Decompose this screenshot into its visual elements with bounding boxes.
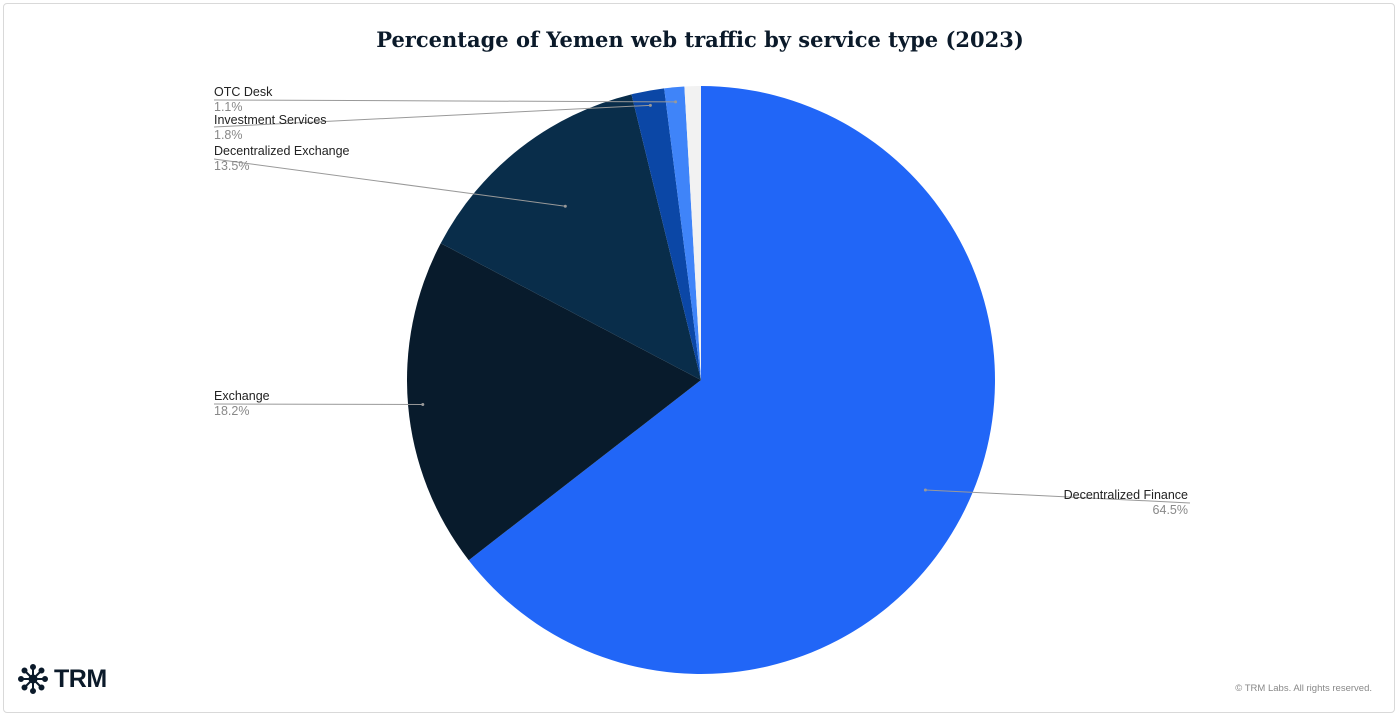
trm-logo-icon [18, 664, 48, 694]
leader-line-decentralized-finance [925, 489, 1191, 504]
leader-line-exchange [213, 403, 423, 406]
slice-label-decentralized-exchange: Decentralized Exchange [214, 144, 350, 158]
leader-line-investment-services [213, 104, 651, 128]
leader-dot-otc-desk [674, 100, 678, 104]
leader-line-otc-desk [213, 99, 676, 103]
slice-value-exchange: 18.2% [214, 404, 249, 418]
slice-investment-services [631, 88, 701, 381]
copyright: © TRM Labs. All rights reserved. [1235, 683, 1372, 694]
slice-exchange [407, 243, 701, 561]
slice-label-investment-services: Investment Services [214, 113, 327, 127]
leader-dot-investment-services [648, 103, 652, 107]
slice-otc-desk [664, 86, 701, 381]
slice-value-decentralized-finance: 64.5% [1153, 503, 1188, 517]
chart-frame [3, 3, 1395, 713]
logo-text: TRM [54, 664, 107, 693]
leader-line-decentralized-exchange [213, 158, 566, 207]
leader-dot-decentralized-finance [923, 488, 927, 492]
slice-label-exchange: Exchange [214, 389, 270, 403]
trm-logo: TRM [18, 664, 107, 694]
slice-value-otc-desk: 1.1% [214, 100, 243, 114]
slice-decentralized-finance [468, 86, 995, 674]
leader-dot-exchange [421, 403, 425, 407]
slice-value-investment-services: 1.8% [214, 128, 243, 142]
slice-label-decentralized-finance: Decentralized Finance [1064, 488, 1188, 502]
slice-label-otc-desk: OTC Desk [214, 85, 273, 99]
slice-decentralized-exchange [440, 94, 701, 380]
slice-other [684, 86, 701, 380]
leader-dot-decentralized-exchange [563, 204, 567, 208]
slice-value-decentralized-exchange: 13.5% [214, 159, 249, 173]
chart-title: Percentage of Yemen web traffic by servi… [376, 27, 1024, 52]
